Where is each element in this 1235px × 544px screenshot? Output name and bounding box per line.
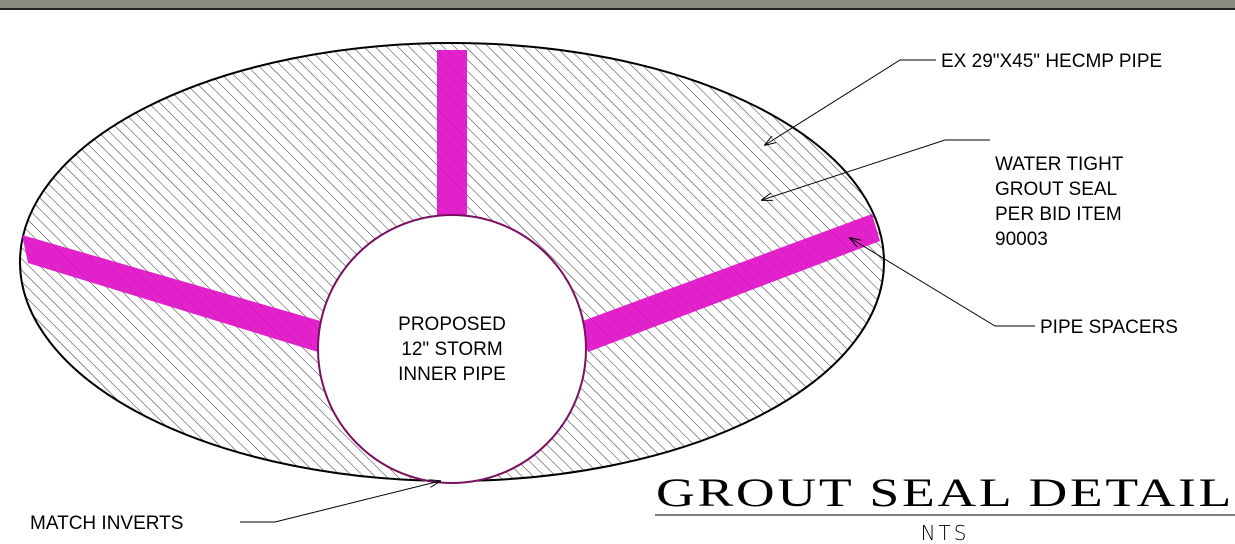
spacers-label: PIPE SPACERS [1040,317,1178,338]
scale-note: NTS [921,521,970,544]
outer-pipe-label: EX 29"X45" HECMP PIPE [941,51,1162,72]
inner-pipe-label: INNER PIPE [398,364,506,385]
pipe-spacer [437,50,467,216]
photo-strip [0,0,1235,9]
grout-label: GROUT SEAL [995,179,1117,200]
grout-label: WATER TIGHT [995,154,1124,175]
grout-label: 90003 [995,229,1048,250]
inner-pipe-label: PROPOSED [398,314,506,335]
inner-pipe-label: 12" STORM [401,339,502,360]
detail-drawing: PROPOSED 12" STORM INNER PIPE EX 29"X45"… [0,0,1235,544]
grout-label: PER BID ITEM [995,204,1122,225]
detail-title: GROUT SEAL DETAIL [656,470,1234,515]
invert-label: MATCH INVERTS [30,513,183,534]
leader [240,481,440,522]
